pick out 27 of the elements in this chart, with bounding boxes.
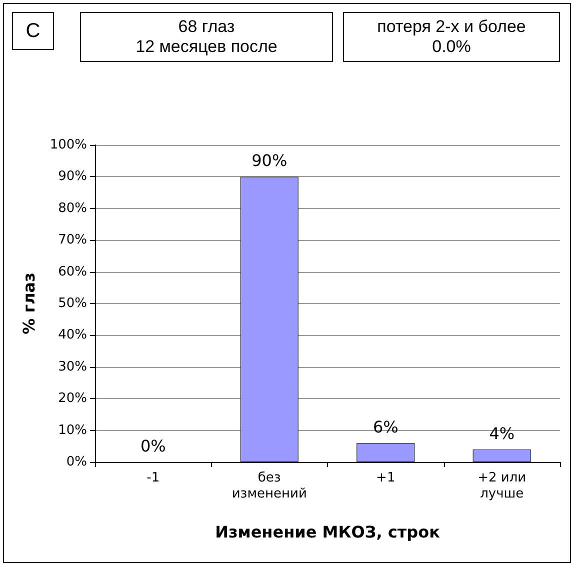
y-tick-label: 50% bbox=[58, 296, 87, 311]
data-label: 0% bbox=[140, 436, 166, 456]
data-label: 6% bbox=[372, 417, 398, 436]
y-tick-label: 40% bbox=[58, 328, 87, 343]
y-tick-label: 70% bbox=[58, 232, 87, 248]
x-axis-title: Изменение МКОЗ, строк bbox=[215, 522, 440, 542]
y-tick-label: 80% bbox=[58, 200, 87, 216]
x-tick-label: +2 или лучше bbox=[478, 470, 526, 502]
bar bbox=[472, 449, 531, 462]
y-tick-label: 90% bbox=[58, 169, 87, 184]
text: 68 глаз 12 месяцев после bbox=[80, 12, 333, 62]
x-tick-label: -1 bbox=[146, 470, 160, 486]
y-tick-label: 60% bbox=[58, 264, 87, 280]
y-axis-title: % глаз bbox=[20, 272, 38, 334]
y-tick-label: 20% bbox=[58, 391, 87, 406]
bar bbox=[240, 176, 298, 462]
text: C bbox=[12, 12, 54, 50]
x-tick-label: без изменений bbox=[232, 470, 307, 502]
bar bbox=[356, 442, 415, 462]
data-label: 4% bbox=[489, 424, 515, 443]
y-tick-label: 0% bbox=[66, 454, 87, 470]
y-tick-label: 10% bbox=[58, 422, 87, 438]
y-tick-label: 100% bbox=[50, 138, 87, 152]
y-tick-label: 30% bbox=[58, 359, 87, 374]
data-label: 90% bbox=[252, 151, 288, 170]
x-tick-label: +1 bbox=[376, 470, 396, 486]
text: потеря 2-х и более 0.0% bbox=[343, 12, 560, 62]
